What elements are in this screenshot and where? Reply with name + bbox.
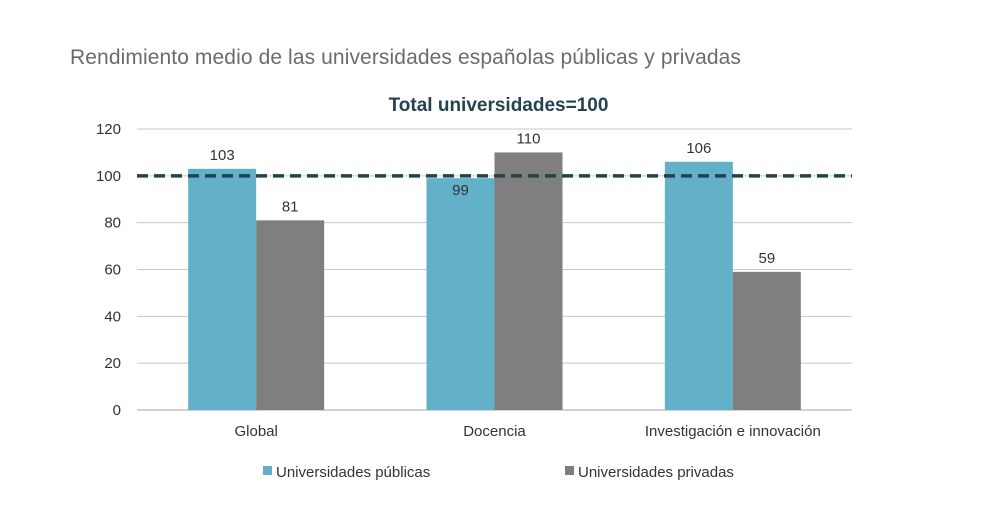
bar: [732, 271, 801, 410]
y-tick-label: 120: [96, 121, 121, 138]
category-label: Investigación e innovación: [645, 423, 821, 440]
chart-title: Rendimiento medio de las universidades e…: [70, 46, 742, 69]
data-label: 110: [517, 130, 541, 147]
y-tick-label: 80: [104, 215, 121, 232]
bar: [426, 178, 495, 410]
data-label: 99: [452, 182, 469, 199]
bar: [664, 161, 733, 410]
data-labels: 103 81 99 110 106 59: [210, 130, 776, 266]
legend-swatch: [263, 466, 272, 475]
legend: Universidades públicas Universidades priv…: [263, 464, 734, 481]
y-tick-label: 0: [113, 402, 121, 419]
reference-line-label: Total universidades=100: [389, 95, 609, 116]
bar: [256, 220, 325, 410]
category-label: Docencia: [463, 423, 526, 440]
y-tick-label: 100: [96, 168, 121, 185]
bars: [188, 152, 801, 410]
category-label: Global: [234, 423, 277, 440]
reference-line-group: Total universidades=100: [137, 95, 852, 178]
data-label: 103: [210, 147, 235, 164]
data-label: 81: [282, 198, 299, 215]
data-label: 106: [686, 140, 711, 157]
y-axis-ticks: 0 20 40 60 80 100 120: [96, 121, 121, 419]
legend-swatch: [565, 466, 574, 475]
bar: [494, 152, 563, 410]
data-label: 59: [758, 250, 775, 267]
y-tick-label: 20: [104, 355, 121, 372]
legend-label: Universidades públicas: [276, 464, 430, 481]
y-tick-label: 40: [104, 308, 121, 325]
bar: [188, 168, 257, 410]
x-axis-categories: Global Docencia Investigación e innovación: [234, 423, 820, 440]
y-tick-label: 60: [104, 262, 121, 279]
legend-label: Universidades privadas: [578, 464, 734, 481]
